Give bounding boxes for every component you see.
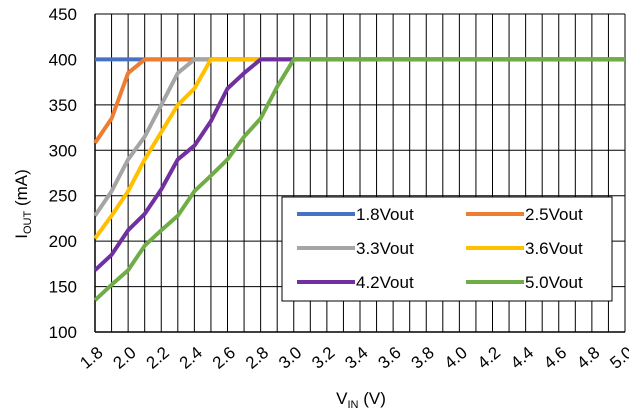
legend-label: 3.6Vout (525, 239, 583, 258)
x-tick-labels: 1.8 2.0 2.2 2.4 2.6 2.8 3.0 3.2 3.4 3.6 3.8 4.0 4.2 4… (76, 343, 629, 373)
x-tick-label: 3.0 (275, 343, 305, 373)
x-tick-label: 2.4 (176, 343, 206, 373)
x-tick-label: 1.8 (76, 343, 106, 373)
legend: 1.8Vout 2.5Vout 3.3Vout 3.6Vout 4.2Vout 5.0Vo… (281, 196, 613, 302)
y-axis-label: IOUT (mA) (12, 169, 34, 239)
series-lines (93, 57, 625, 302)
x-tick-label: 4.6 (540, 343, 570, 373)
x-tick-label: 3.6 (374, 343, 404, 373)
x-tick-label: 4.8 (573, 343, 603, 373)
legend-label: 5.0Vout (525, 273, 583, 292)
legend-label: 1.8Vout (356, 205, 414, 224)
x-tick-label: 3.2 (308, 343, 338, 373)
x-axis-label-suffix: (V) (358, 389, 385, 408)
x-tick-label: 5.0 (606, 343, 629, 373)
legend-label: 2.5Vout (525, 205, 583, 224)
y-tick-labels: 100 150 200 250 300 350 400 450 (49, 5, 77, 342)
x-tick-label: 2.0 (109, 343, 139, 373)
series-line-3.3vout (93, 57, 625, 217)
y-tick-label: 200 (49, 232, 77, 251)
x-axis-label-main: V (336, 389, 348, 408)
x-tick-label: 2.2 (143, 343, 173, 373)
y-tick-label: 300 (49, 141, 77, 160)
y-axis-label-suffix: (mA) (12, 169, 31, 211)
y-tick-label: 450 (49, 5, 77, 24)
y-tick-label: 150 (49, 278, 77, 297)
series-line-3.6vout (93, 57, 625, 240)
y-tick-label: 350 (49, 96, 77, 115)
x-tick-label: 3.4 (341, 343, 371, 373)
y-tick-label: 250 (49, 187, 77, 206)
x-tick-label: 2.6 (209, 343, 239, 373)
series-line-4.2vout (93, 57, 625, 272)
x-tick-label: 4.4 (507, 343, 537, 373)
axes (94, 14, 625, 333)
y-tick-label: 400 (49, 50, 77, 69)
y-axis-label-main: I (12, 234, 31, 239)
legend-label: 4.2Vout (356, 273, 414, 292)
x-tick-label: 2.8 (242, 343, 272, 373)
legend-label: 3.3Vout (356, 239, 414, 258)
series-line-5.0vout (93, 57, 625, 302)
x-axis-label: VIN (V) (336, 389, 386, 411)
y-tick-label: 100 (49, 323, 77, 342)
x-tick-label: 3.8 (408, 343, 438, 373)
x-axis-label-sub: IN (347, 399, 358, 411)
x-tick-label: 4.2 (474, 343, 504, 373)
y-axis-label-sub: OUT (22, 211, 34, 235)
x-tick-label: 4.0 (441, 343, 471, 373)
